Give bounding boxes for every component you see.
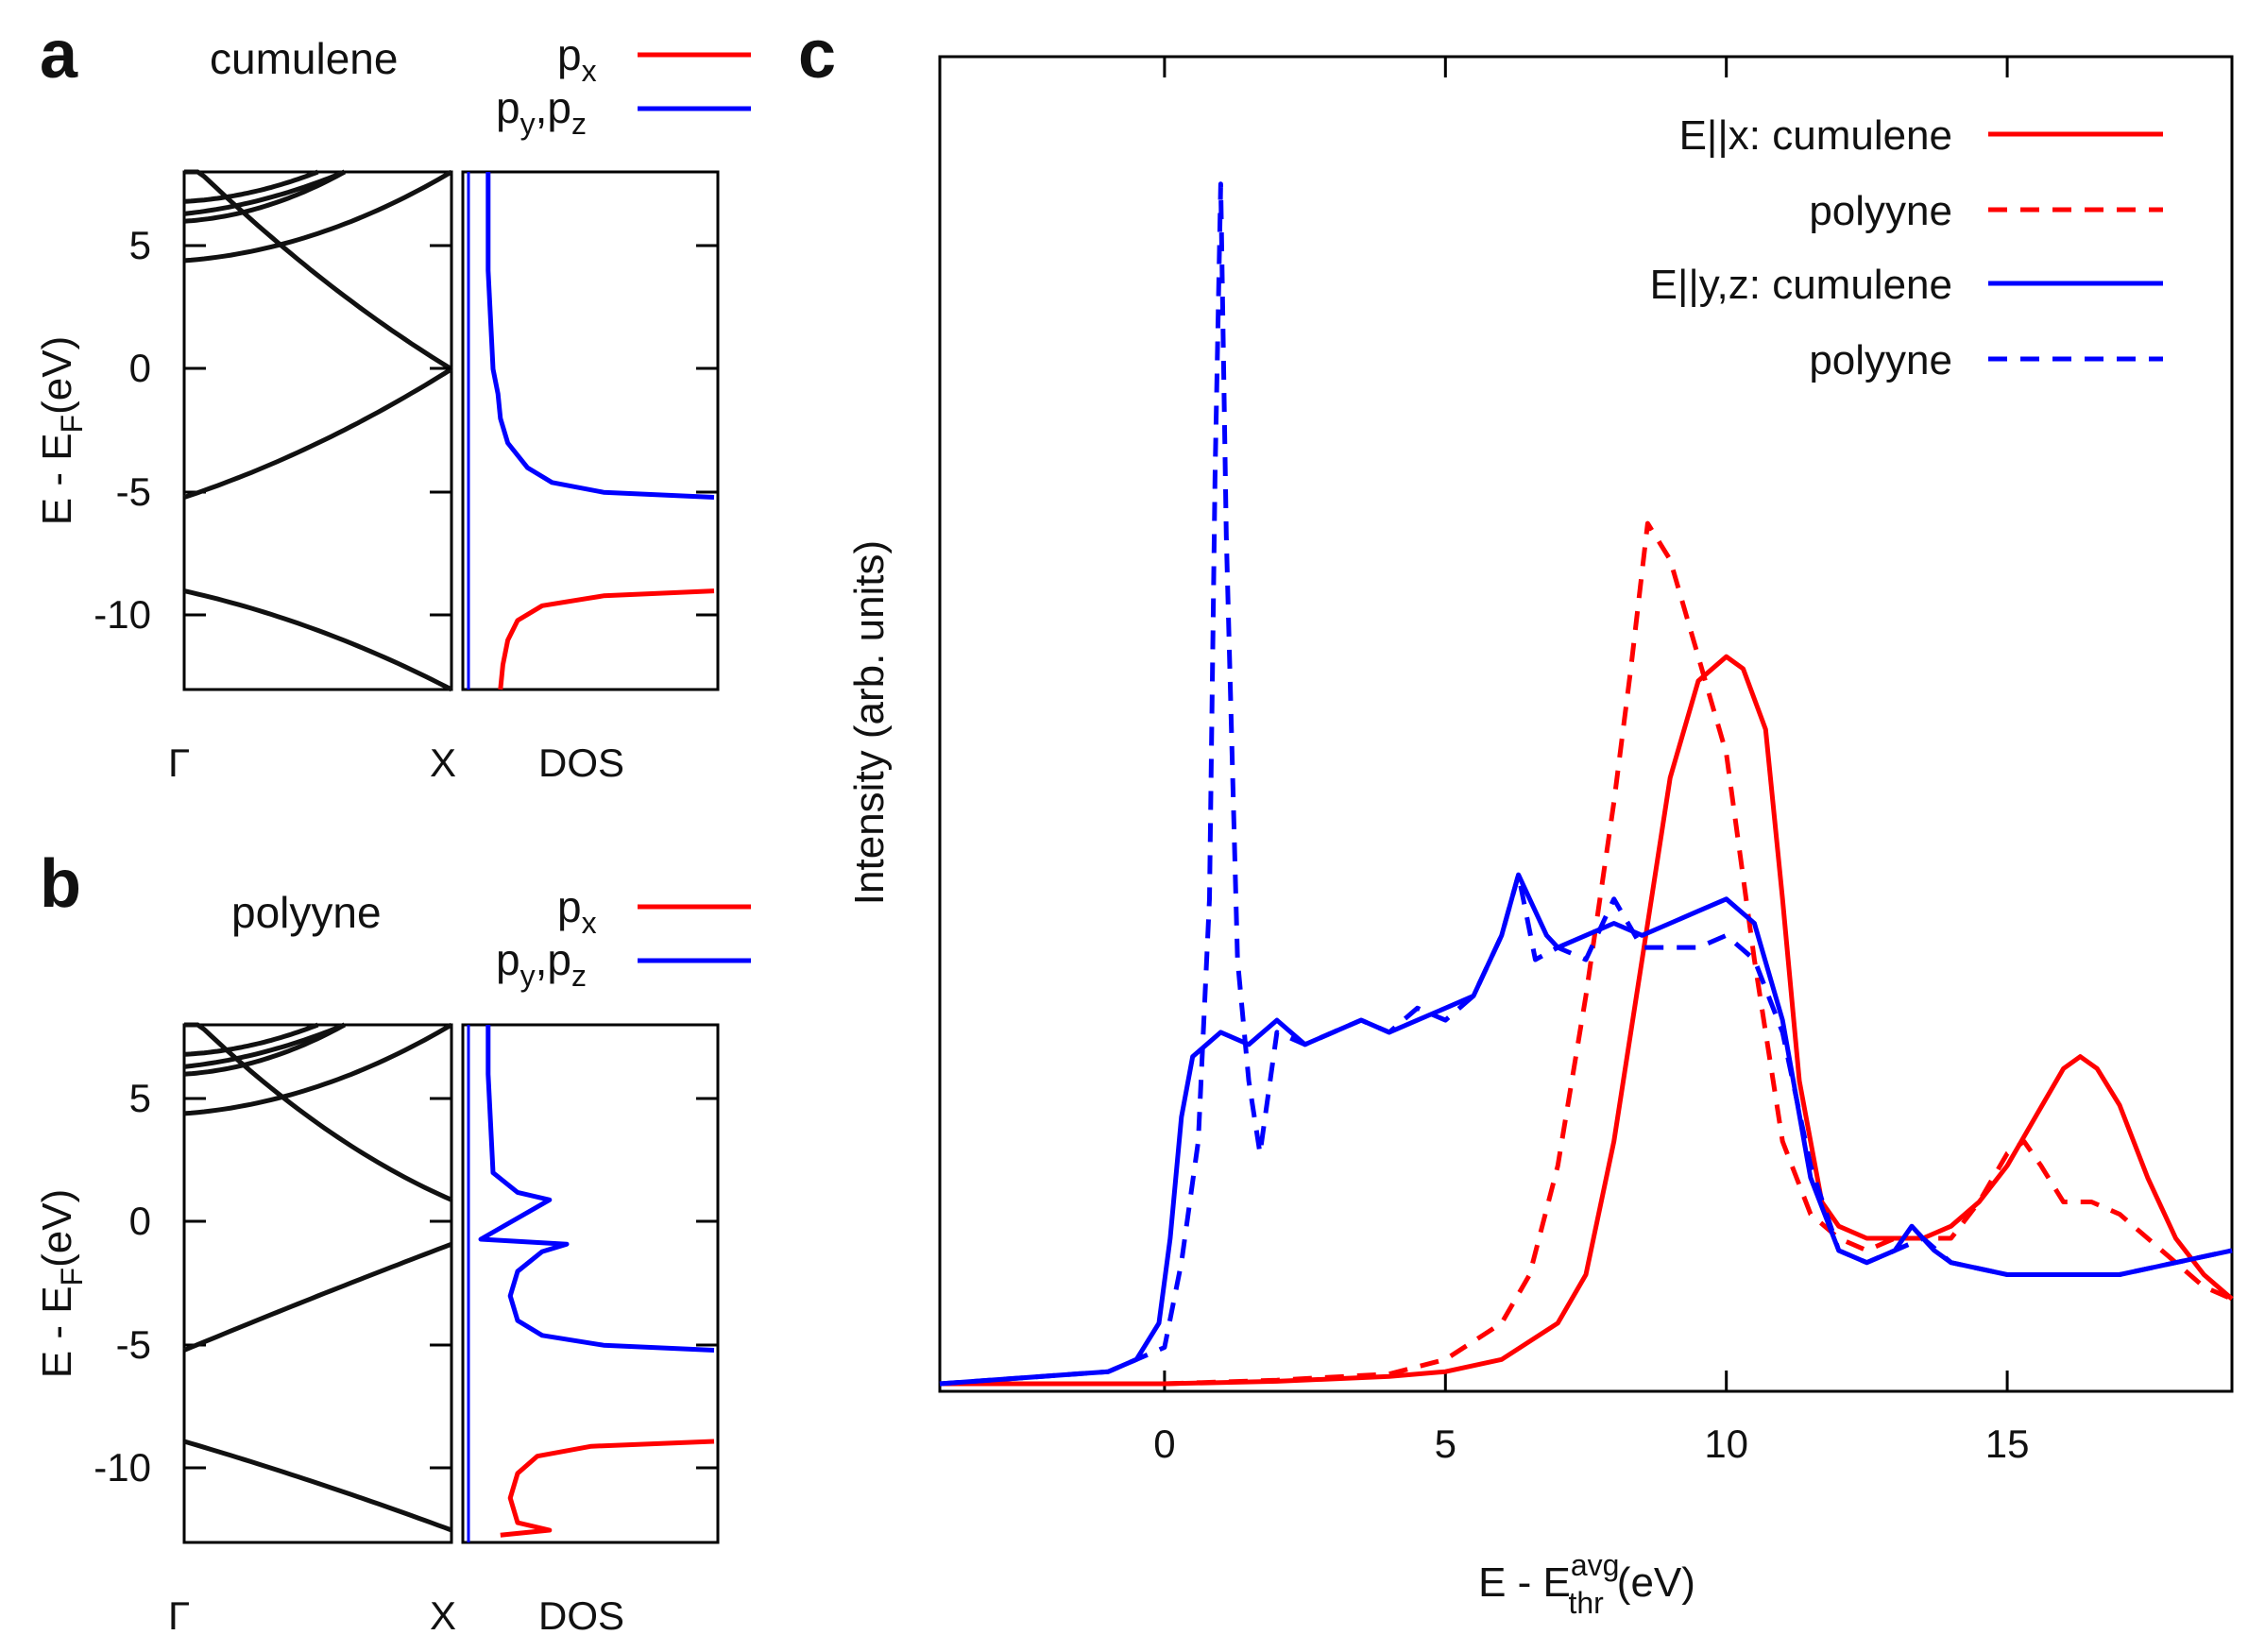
legend-b-pypz-label: py,pz [496, 935, 587, 993]
panel-c-legend: E||x: cumulene polyyne E||y,z: cumulene … [1650, 112, 2163, 383]
panel-a-ytick-label: 0 [129, 346, 151, 390]
panel-c-xtick-label: 10 [1704, 1422, 1748, 1466]
panel-a: a cumulene px py,pz 5 0 -5 -10 [34, 17, 751, 785]
panel-b-yticks: 5 0 -5 -10 [94, 1076, 206, 1490]
panel-b-ytick-label: 0 [129, 1199, 151, 1243]
panel-a-ytick-label: -10 [94, 592, 151, 637]
panel-c-xtick-label: 5 [1435, 1422, 1456, 1466]
band-line-upper-1 [183, 1022, 453, 1116]
panel-c-series-line-2 [940, 520, 2233, 1387]
panel-a-kpoint-gamma: Γ [168, 741, 190, 785]
legend-a-pypz-label: py,pz [496, 83, 587, 141]
panel-b-bands-frame [182, 1023, 453, 1544]
panel-a-dos-label: DOS [538, 741, 624, 785]
panel-b-dos-label: DOS [538, 1593, 624, 1638]
panel-c-frame [938, 55, 2234, 1393]
panel-a-dos-lines [467, 172, 715, 690]
band-line-upper-3 [183, 1022, 346, 1069]
band-line-upper-2 [183, 1022, 347, 1077]
panel-a-ytick-label: 5 [129, 223, 151, 267]
panel-b-dos-frame [461, 1023, 720, 1544]
dos-line-pypz [485, 172, 715, 500]
legend-c-entry-2-label: polyyne [1809, 188, 1952, 234]
band-line-pi-band [183, 1241, 452, 1353]
legend-c-entry-3-label: E||y,z: cumulene [1650, 262, 1952, 308]
panel-a-ytick-label: -5 [116, 469, 151, 514]
panel-a-band-lines [183, 169, 453, 692]
panel-b-dos-ticks [430, 1097, 718, 1470]
panel-a-kpoint-x: X [430, 741, 456, 785]
panel-b-ytick-label: -10 [94, 1445, 151, 1490]
band-line-pi-star-band [184, 169, 453, 371]
panel-b-band-lines [183, 1022, 453, 1533]
legend-b-px-label: px [557, 882, 597, 940]
panel-c-series-line-3 [939, 872, 2233, 1387]
legend-a-px-label: px [557, 30, 597, 88]
panel-b-kpoint-x: X [430, 1593, 456, 1638]
panel-b-letter: b [40, 846, 81, 922]
panel-b-kpoint-gamma: Γ [168, 1593, 190, 1638]
panel-b-ylabel: E - EF(eV) [34, 1189, 89, 1378]
panel-c-series [939, 181, 2234, 1387]
panel-b-title: polyyne [231, 888, 382, 937]
panel-c-series-line-4 [939, 181, 2233, 1387]
band-line-pi-band [183, 366, 453, 500]
panel-c: c 0 5 10 15 E||x: cumulene polyyne E||y,z: … [798, 17, 2234, 1620]
band-line-upper-4 [183, 1022, 319, 1057]
panel-a-dos-frame [461, 170, 720, 691]
panel-a-bands-frame [182, 170, 453, 691]
panel-b-ytick-label: 5 [129, 1076, 151, 1120]
panel-b-ytick-label: -5 [116, 1322, 151, 1367]
panel-c-xlabel: E - Eavg thr (eV) [1478, 1548, 1695, 1620]
panel-c-letter: c [798, 17, 836, 93]
legend-c-entry-1-label: E||x: cumulene [1679, 112, 1952, 159]
panel-a-legend: px py,pz [496, 30, 751, 141]
dos-line-px [498, 588, 715, 690]
panel-a-ylabel: E - EF(eV) [34, 336, 89, 525]
panel-c-xtick-label: 15 [1985, 1422, 2030, 1466]
panel-c-xticks: 0 5 10 15 [1153, 57, 2029, 1466]
band-line-upper-4 [183, 169, 319, 204]
panel-b-legend: px py,pz [496, 882, 751, 993]
legend-c-entry-4-label: polyyne [1809, 337, 1952, 383]
panel-c-series-line-1 [940, 654, 2234, 1387]
panel-a-dos-ticks [430, 244, 718, 617]
panel-a-title: cumulene [210, 34, 398, 83]
band-line-upper-2 [183, 169, 347, 224]
band-line-upper-3 [183, 169, 346, 216]
panel-c-ylabel: Intensity (arb. units) [846, 540, 893, 905]
panel-a-yticks: 5 0 -5 -10 [94, 223, 206, 637]
panel-b: b polyyne px py,pz 5 0 -5 -10 [34, 846, 751, 1638]
band-line-sigma-lower [183, 1439, 452, 1533]
panel-a-letter: a [40, 17, 78, 93]
band-line-upper-1 [183, 169, 453, 264]
dos-line-pypz [478, 1025, 715, 1353]
dos-line-px [500, 1439, 715, 1538]
panel-c-xtick-label: 0 [1153, 1422, 1175, 1466]
panel-b-dos-lines [467, 1025, 715, 1542]
band-line-sigma-lower [183, 588, 453, 692]
